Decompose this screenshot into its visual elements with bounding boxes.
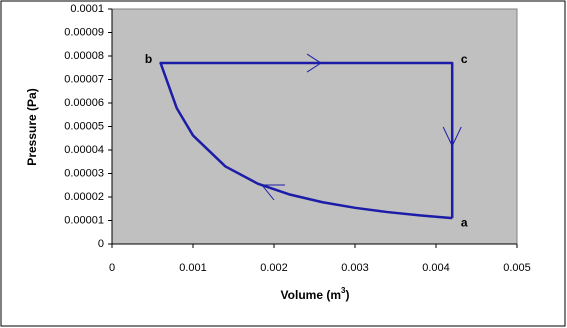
x-label-main: Volume (m: [281, 288, 341, 302]
y-tick-label: 0: [98, 238, 104, 250]
point-label: a: [461, 215, 468, 229]
y-tick-label: 0.00005: [64, 120, 104, 132]
direction-arrow: [306, 53, 322, 73]
x-tick-label: 0.005: [503, 262, 531, 274]
x-tick-label: 0.004: [422, 262, 450, 274]
y-tick-label: 0.00003: [64, 167, 104, 179]
x-tick-label: 0.001: [179, 262, 207, 274]
y-tick-label: 0.00009: [64, 26, 104, 38]
point-label: c: [461, 52, 468, 66]
x-tick-label: 0.002: [260, 262, 288, 274]
x-label-sup: 3: [341, 286, 346, 295]
y-axis-title: Pressure (Pa): [25, 88, 39, 165]
y-tick-label: 0.00007: [64, 73, 104, 85]
y-tick-label: 0.00004: [64, 144, 104, 156]
y-tick-label: 0.00002: [64, 191, 104, 203]
y-tick-label: 0.00006: [64, 97, 104, 109]
x-tick-label: 0: [109, 262, 115, 274]
x-axis-title: Volume (m3): [281, 286, 350, 302]
plot-area: [111, 8, 518, 245]
y-tick-label: 0.00001: [64, 214, 104, 226]
direction-arrow: [260, 184, 285, 201]
data-line: [159, 61, 454, 220]
y-tick-label: 0.00008: [64, 50, 104, 62]
x-tick-label: 0.003: [341, 262, 369, 274]
y-tick-label: 0.0001: [70, 3, 104, 15]
direction-arrow: [442, 126, 462, 148]
x-label-end: ): [345, 288, 349, 302]
point-label: b: [145, 52, 152, 66]
